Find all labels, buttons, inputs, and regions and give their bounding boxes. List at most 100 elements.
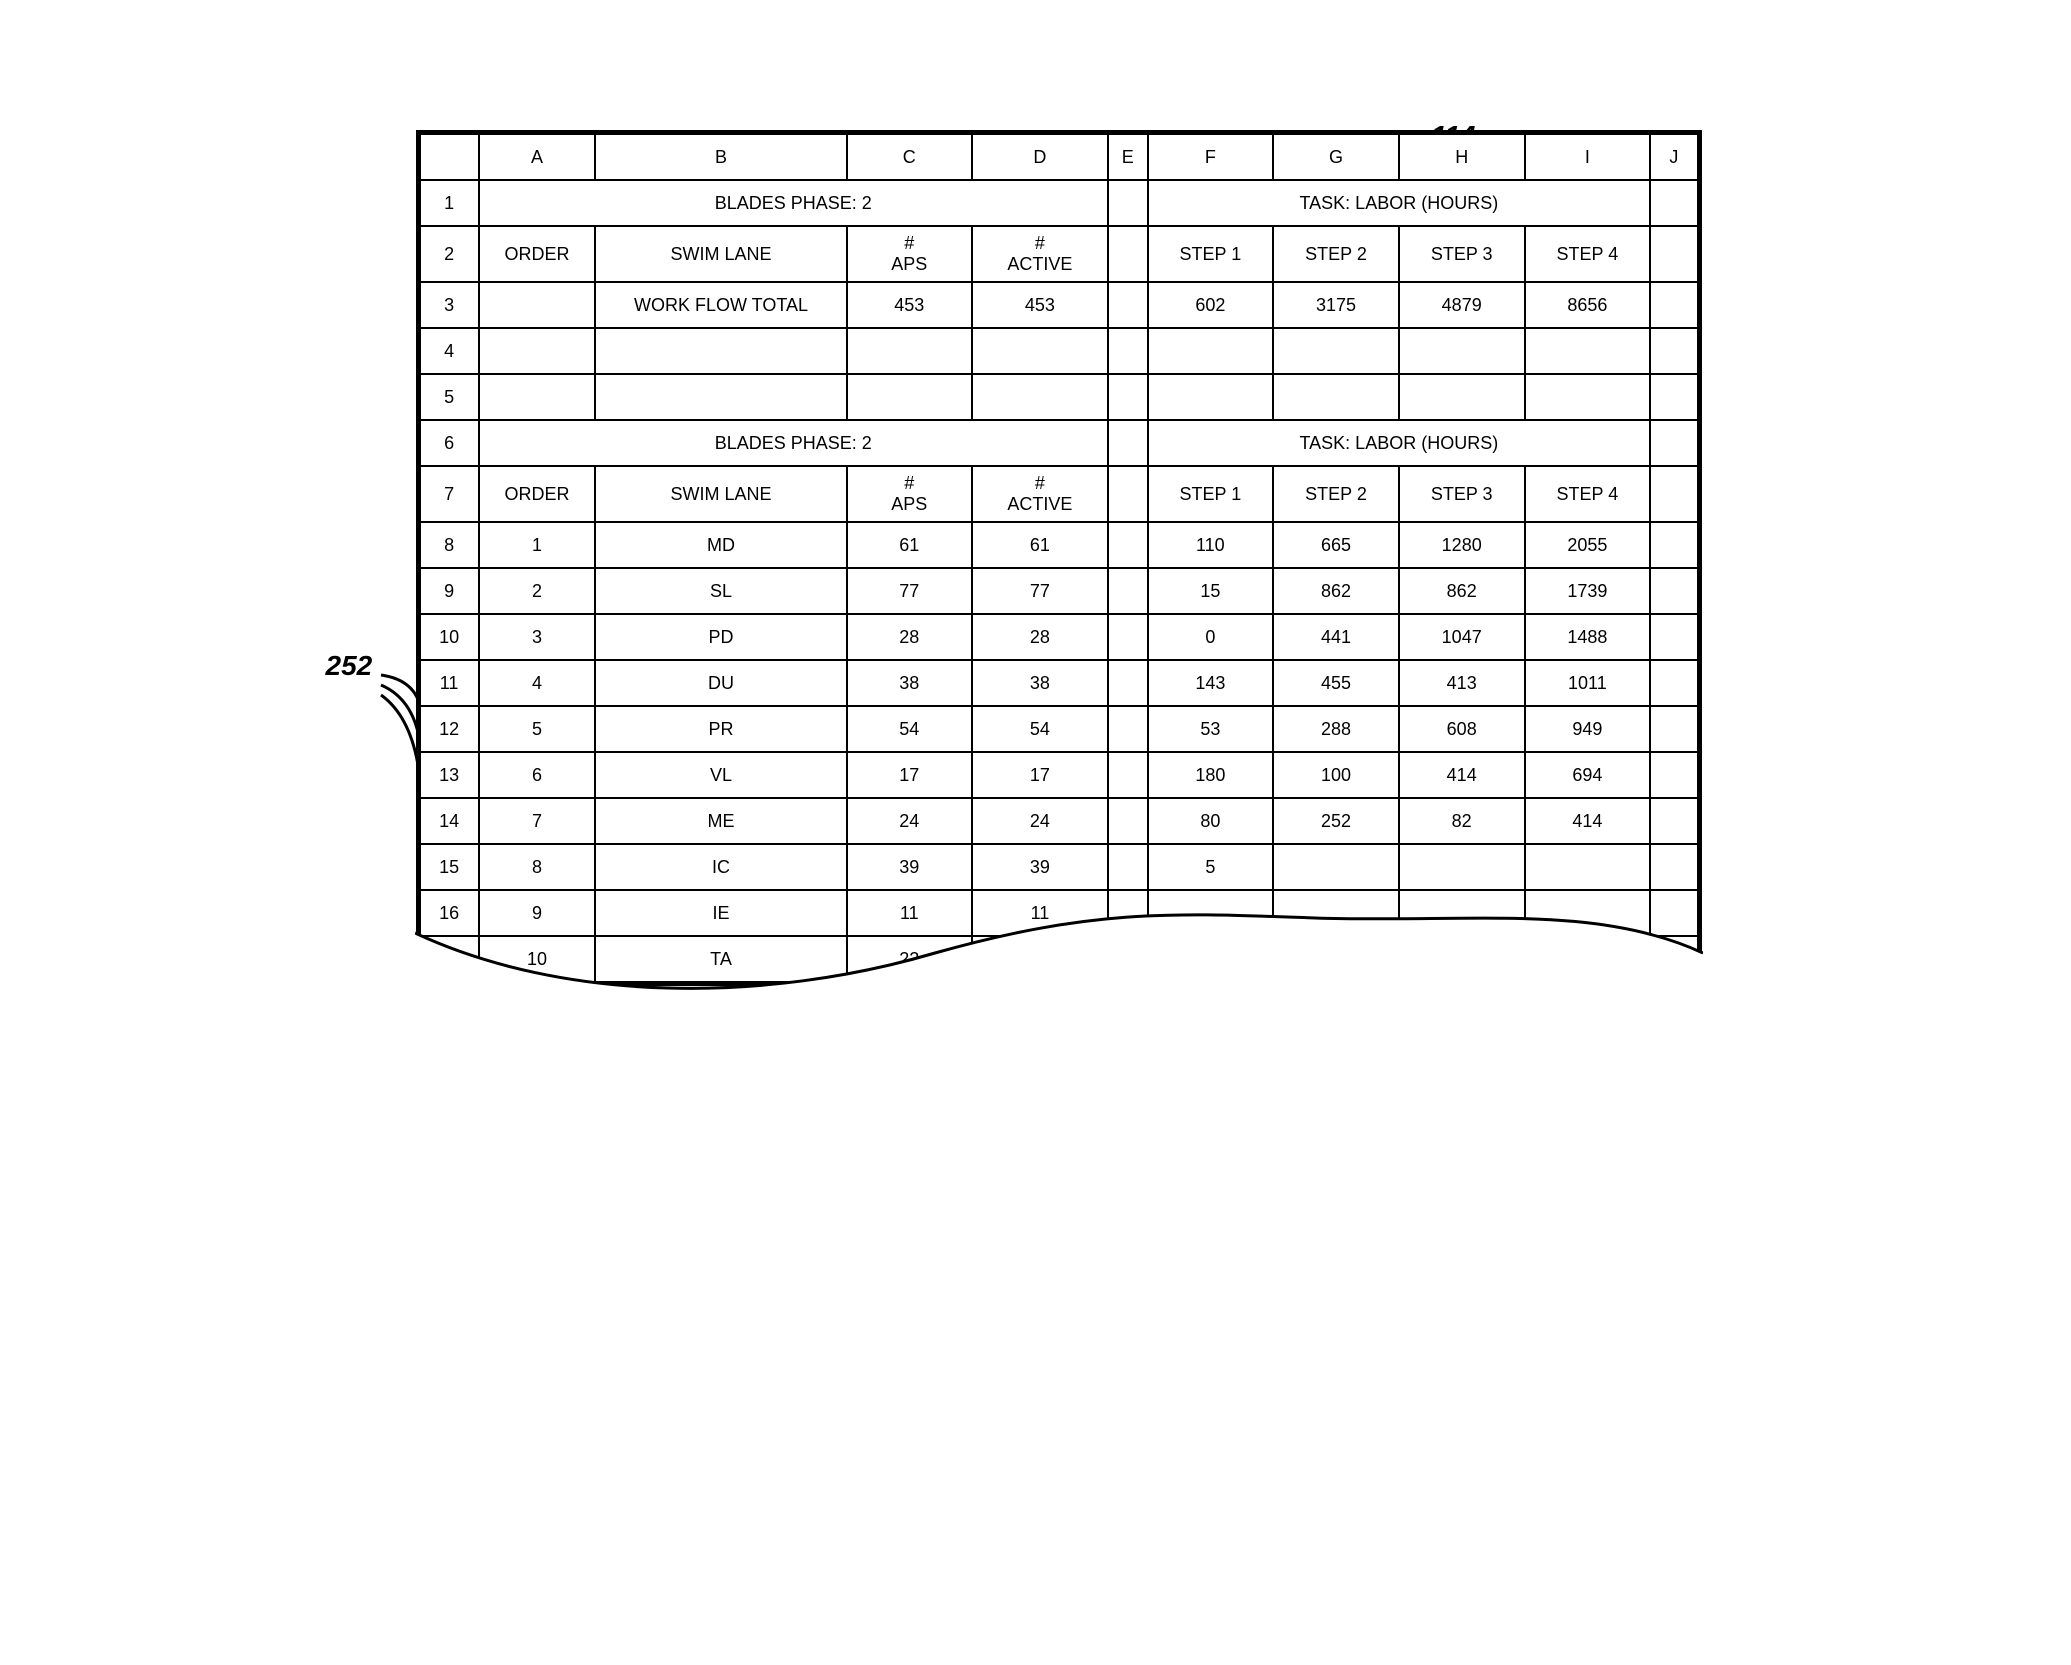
s1-cell — [1148, 890, 1274, 936]
gap-e — [1108, 752, 1148, 798]
col-E: E — [1108, 134, 1148, 180]
total-order — [479, 282, 596, 328]
aps-cell: 24 — [847, 798, 972, 844]
rownum: 13 — [420, 752, 479, 798]
rownum-4: 4 — [420, 328, 479, 374]
s3-cell: 82 — [1399, 798, 1525, 844]
gap-e — [1108, 522, 1148, 568]
active-cell: 38 — [972, 660, 1108, 706]
row-6: 6 BLADES PHASE: 2 TASK: LABOR (HOURS) — [420, 420, 1698, 466]
row-4: 4 — [420, 328, 1698, 374]
total-active: 453 — [972, 282, 1108, 328]
gap-e-3 — [1108, 282, 1148, 328]
aps-cell: 17 — [847, 752, 972, 798]
s3-cell: 413 — [1399, 660, 1525, 706]
total-aps: 453 — [847, 282, 972, 328]
active-cell: 54 — [972, 706, 1108, 752]
order-cell: 5 — [479, 706, 596, 752]
table-row: 92SL7777158628621739 — [420, 568, 1698, 614]
callout-252: 252 — [326, 650, 373, 682]
data-rows: 81MD61611106651280205592SL77771586286217… — [420, 522, 1698, 982]
order-cell: 4 — [479, 660, 596, 706]
s4-cell: 694 — [1525, 752, 1651, 798]
gap-j — [1650, 614, 1697, 660]
s3-cell: 608 — [1399, 706, 1525, 752]
aps-cell: 39 — [847, 844, 972, 890]
gap-j-3 — [1650, 282, 1697, 328]
s1-cell: 80 — [1148, 798, 1274, 844]
gap-e-6 — [1108, 420, 1148, 466]
active-cell — [972, 936, 1108, 982]
order-cell: 6 — [479, 752, 596, 798]
s1-cell: 15 — [1148, 568, 1274, 614]
hdr-step3-1: STEP 3 — [1399, 226, 1525, 282]
active-cell: 11 — [972, 890, 1108, 936]
order-cell: 3 — [479, 614, 596, 660]
table-row: 10TA22 — [420, 936, 1698, 982]
rownum: 10 — [420, 614, 479, 660]
col-D: D — [972, 134, 1108, 180]
figure-wrap: 114 252 A B C D E F G H I J — [336, 130, 1736, 986]
hdr-aps-2: # APS — [847, 466, 972, 522]
section1-title-right: TASK: LABOR (HOURS) — [1148, 180, 1651, 226]
rownum-6: 6 — [420, 420, 479, 466]
gap-j — [1650, 660, 1697, 706]
s3-cell: 1280 — [1399, 522, 1525, 568]
order-cell: 2 — [479, 568, 596, 614]
section2-title-right: TASK: LABOR (HOURS) — [1148, 420, 1651, 466]
s2-cell: 862 — [1273, 568, 1399, 614]
s2-cell: 441 — [1273, 614, 1399, 660]
s1-cell: 110 — [1148, 522, 1274, 568]
s3-cell — [1399, 890, 1525, 936]
aps-cell: 61 — [847, 522, 972, 568]
total-label: WORK FLOW TOTAL — [595, 282, 846, 328]
gap-e — [1108, 614, 1148, 660]
gap-j — [1650, 798, 1697, 844]
rownum-1: 1 — [420, 180, 479, 226]
total-s2: 3175 — [1273, 282, 1399, 328]
hdr-active-1: # ACTIVE — [972, 226, 1108, 282]
s1-cell: 180 — [1148, 752, 1274, 798]
grid-table: A B C D E F G H I J 1 BLADES PHASE: 2 TA… — [419, 133, 1699, 983]
row-5: 5 — [420, 374, 1698, 420]
aps-cell: 11 — [847, 890, 972, 936]
total-s1: 602 — [1148, 282, 1274, 328]
col-G: G — [1273, 134, 1399, 180]
table-row: 125PR545453288608949 — [420, 706, 1698, 752]
table-row: 81MD616111066512802055 — [420, 522, 1698, 568]
gap-j-7 — [1650, 466, 1697, 522]
lane-cell: PD — [595, 614, 846, 660]
s2-cell: 100 — [1273, 752, 1399, 798]
s2-cell: 665 — [1273, 522, 1399, 568]
s1-cell: 53 — [1148, 706, 1274, 752]
rownum: 15 — [420, 844, 479, 890]
row-2: 2 ORDER SWIM LANE # APS # ACTIVE STEP 1 … — [420, 226, 1698, 282]
rownum: 9 — [420, 568, 479, 614]
row-7: 7 ORDER SWIM LANE # APS # ACTIVE STEP 1 … — [420, 466, 1698, 522]
lane-cell: TA — [595, 936, 846, 982]
gap-e — [1108, 798, 1148, 844]
rownum: 16 — [420, 890, 479, 936]
s4-cell — [1525, 936, 1651, 982]
gap-j — [1650, 522, 1697, 568]
s1-cell — [1148, 936, 1274, 982]
s2-cell: 252 — [1273, 798, 1399, 844]
order-cell: 9 — [479, 890, 596, 936]
rownum-3: 3 — [420, 282, 479, 328]
col-I: I — [1525, 134, 1651, 180]
gap-e — [1108, 660, 1148, 706]
active-cell: 24 — [972, 798, 1108, 844]
lane-cell: MD — [595, 522, 846, 568]
aps-cell: 38 — [847, 660, 972, 706]
order-cell: 8 — [479, 844, 596, 890]
s2-cell: 288 — [1273, 706, 1399, 752]
rownum: 11 — [420, 660, 479, 706]
rownum: 8 — [420, 522, 479, 568]
col-H: H — [1399, 134, 1525, 180]
total-s4: 8656 — [1525, 282, 1651, 328]
hdr-step4-2: STEP 4 — [1525, 466, 1651, 522]
gap-j — [1650, 890, 1697, 936]
s2-cell: 455 — [1273, 660, 1399, 706]
hdr-step1-2: STEP 1 — [1148, 466, 1274, 522]
s1-cell: 143 — [1148, 660, 1274, 706]
